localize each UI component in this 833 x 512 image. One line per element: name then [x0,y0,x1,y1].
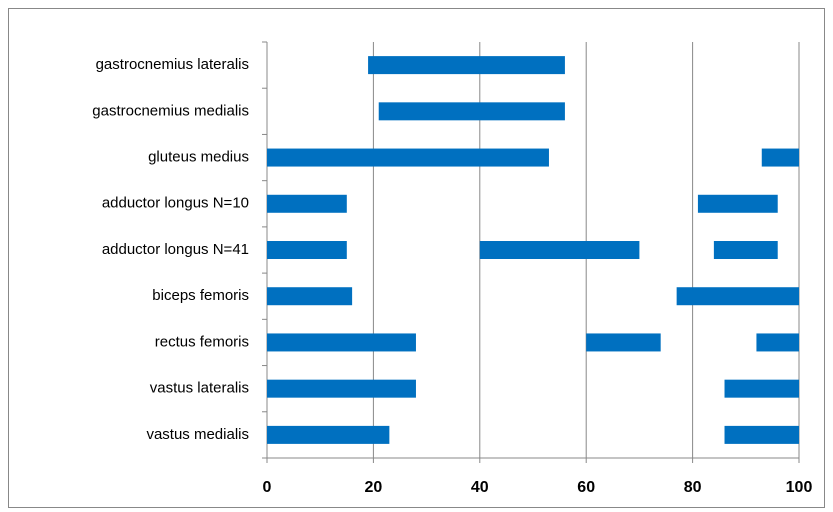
y-tick-label: biceps femoris [152,287,249,304]
bar [267,425,390,444]
bar [724,379,799,398]
bar [479,241,640,259]
bar [267,333,416,352]
bar [713,241,778,259]
y-tick-label: gastrocnemius medialis [92,102,249,119]
bar [368,56,565,75]
x-tick-label: 80 [684,479,702,496]
bar [756,333,799,352]
x-tick-label: 100 [786,479,813,496]
bar [586,333,661,352]
x-tick-label: 20 [365,479,383,496]
x-tick-label: 40 [471,479,489,496]
bar [267,194,347,213]
bar [378,102,565,121]
bar [724,425,799,444]
bar [267,241,347,259]
bar [267,148,549,167]
bar [697,194,778,213]
x-tick-label: 0 [263,479,272,496]
y-tick-label: rectus femoris [155,333,249,350]
y-tick-label: vastus lateralis [150,380,249,397]
y-tick-label: adductor longus N=41 [102,241,249,258]
bar [267,287,353,306]
bar [761,148,799,167]
x-tick-label: 60 [577,479,595,496]
y-tick-label: gastrocnemius lateralis [96,56,249,73]
y-tick-label: vastus medialis [146,426,249,443]
y-tick-label: gluteus medius [148,149,249,166]
chart-frame [8,8,825,508]
y-tick-label: adductor longus N=10 [102,195,249,212]
bar [676,287,799,306]
bar [267,379,416,398]
